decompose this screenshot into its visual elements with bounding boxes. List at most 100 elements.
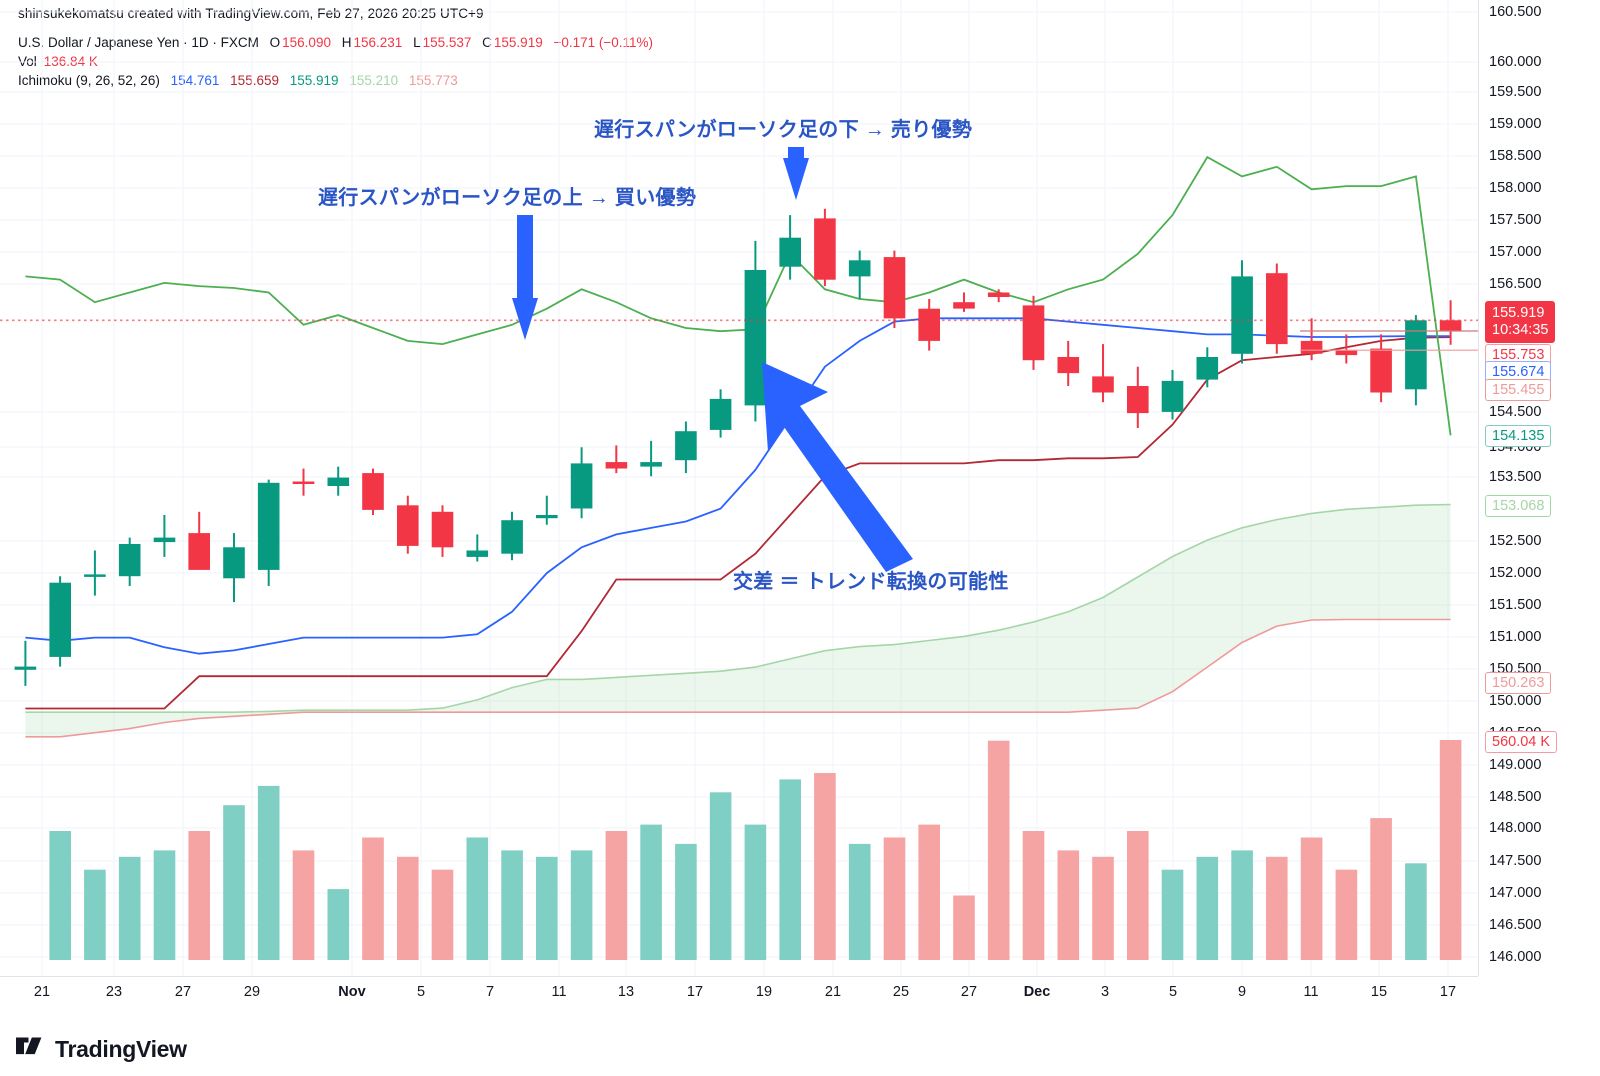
candle-body[interactable] xyxy=(118,544,141,577)
price-badge[interactable]: 155.919 10:34:35 xyxy=(1485,301,1556,343)
volume-bar xyxy=(675,843,697,960)
volume-bar xyxy=(987,740,1010,960)
candle-body[interactable] xyxy=(1057,357,1080,374)
candle-body[interactable] xyxy=(814,218,836,280)
candle-body[interactable] xyxy=(1127,386,1149,414)
candle-body[interactable] xyxy=(153,537,176,543)
price-axis-tick: 149.000 xyxy=(1489,757,1542,773)
legend-open-label: O xyxy=(269,35,281,50)
candle-body[interactable] xyxy=(1370,348,1392,393)
volume-bar xyxy=(779,779,801,960)
price-badge-value: 155.674 xyxy=(1492,363,1545,380)
price-badge[interactable]: 155.455 xyxy=(1485,379,1552,401)
candle-body[interactable] xyxy=(1266,273,1288,345)
price-badge[interactable]: 155.674 xyxy=(1485,361,1552,383)
time-axis-tick: 5 xyxy=(1168,984,1178,1000)
ichimoku-cloud xyxy=(25,503,1451,738)
volume-bar xyxy=(431,869,454,960)
time-axis-tick: 3 xyxy=(1100,984,1110,1000)
candle-body[interactable] xyxy=(1231,276,1253,354)
chikou-span-polyline xyxy=(25,155,1452,436)
candle-body[interactable] xyxy=(709,398,732,430)
candle-body[interactable] xyxy=(848,260,871,277)
volume-bar xyxy=(223,805,245,960)
candle-body[interactable] xyxy=(327,477,350,486)
volume-bar xyxy=(536,856,558,960)
volume-bar xyxy=(153,850,176,960)
price-badge[interactable]: 560.04 K xyxy=(1485,731,1558,753)
price-axis-tick: 148.500 xyxy=(1489,789,1542,805)
time-axis-tick: 9 xyxy=(1237,984,1247,1000)
price-badge[interactable]: 154.135 xyxy=(1485,425,1552,447)
time-axis-tick: 27 xyxy=(174,984,192,1000)
candle-body[interactable] xyxy=(14,666,37,670)
chart-legend: U.S. Dollar / Japanese Yen · 1D · FXCM O… xyxy=(18,33,653,90)
legend-symbol[interactable]: U.S. Dollar / Japanese Yen xyxy=(18,35,180,50)
candle-body[interactable] xyxy=(1092,376,1114,393)
candle-body[interactable] xyxy=(640,462,662,467)
candle-body[interactable] xyxy=(570,463,593,509)
price-axis-tick: 152.500 xyxy=(1489,533,1542,549)
price-badge[interactable]: 153.068 xyxy=(1485,495,1552,517)
price-scale[interactable]: 160.500 160.000 159.500 159.000 158.500 158.0… xyxy=(1478,0,1600,976)
candle-body[interactable] xyxy=(1196,357,1219,380)
candle-body[interactable] xyxy=(1405,320,1427,390)
time-axis-tick: 15 xyxy=(1370,984,1388,1000)
arrow-chikou-below xyxy=(783,147,809,200)
candle-body[interactable] xyxy=(466,550,489,557)
candle-body[interactable] xyxy=(188,533,210,570)
price-axis-tick: 146.500 xyxy=(1489,917,1542,933)
volume-bar xyxy=(1127,831,1149,960)
price-badge-value: 155.753 xyxy=(1492,346,1545,363)
candle-body[interactable] xyxy=(362,473,384,510)
volume-bar xyxy=(188,831,210,960)
candle-body[interactable] xyxy=(744,270,767,406)
legend-interval[interactable]: 1D xyxy=(191,35,209,50)
candle-body[interactable] xyxy=(1439,320,1462,332)
candle-body[interactable] xyxy=(84,574,106,577)
time-axis-tick: 27 xyxy=(960,984,978,1000)
time-axis-tick: 21 xyxy=(824,984,842,1000)
legend-kijun-value: 155.659 xyxy=(230,73,279,88)
volume-bar xyxy=(1022,831,1045,960)
arrow-cross-trend xyxy=(762,362,913,572)
time-scale[interactable]: 21 23 27 29 Nov 5 7 11 13 17 19 21 25 27 Dec 3 5 9 11 15 17 xyxy=(0,976,1478,1016)
candle-body[interactable] xyxy=(257,482,280,570)
candle-body[interactable] xyxy=(987,292,1010,298)
price-badge-value: 155.919 xyxy=(1492,305,1545,321)
volume-bar xyxy=(1161,869,1184,960)
candle-body[interactable] xyxy=(918,308,940,341)
annotation-arrows xyxy=(512,147,913,572)
volume-bar xyxy=(1370,818,1392,960)
candle-body[interactable] xyxy=(397,505,419,546)
price-axis-tick: 158.000 xyxy=(1489,180,1542,196)
volume-bar xyxy=(848,843,871,960)
price-badge-value: 153.068 xyxy=(1492,497,1545,514)
candle-body[interactable] xyxy=(223,547,245,579)
time-axis-tick: 19 xyxy=(755,984,773,1000)
candle-body[interactable] xyxy=(1335,350,1358,356)
candle-body[interactable] xyxy=(883,257,906,319)
chart-plot-area[interactable] xyxy=(0,0,1478,976)
price-badge[interactable]: 150.263 xyxy=(1485,672,1552,694)
candle-body[interactable] xyxy=(1161,380,1184,412)
candle-body[interactable] xyxy=(675,431,697,461)
candle-body[interactable] xyxy=(1300,340,1323,354)
legend-close-label: C xyxy=(482,35,492,50)
volume-bar xyxy=(883,837,906,960)
price-axis-tick: 157.000 xyxy=(1489,244,1542,260)
candle-body[interactable] xyxy=(536,515,558,519)
candle-body[interactable] xyxy=(292,481,315,485)
candle-body[interactable] xyxy=(431,511,454,548)
candle-body[interactable] xyxy=(1022,305,1045,361)
price-badge-value: 150.263 xyxy=(1492,674,1545,691)
legend-high-label: H xyxy=(341,35,352,50)
candle-body[interactable] xyxy=(605,462,628,469)
candle-body[interactable] xyxy=(953,302,975,309)
legend-ichimoku-label[interactable]: Ichimoku (9, 26, 52, 26) xyxy=(18,73,160,88)
candle-body[interactable] xyxy=(779,237,801,267)
volume-bar xyxy=(84,869,106,960)
candle-body[interactable] xyxy=(49,582,71,657)
candle-body[interactable] xyxy=(501,520,523,554)
